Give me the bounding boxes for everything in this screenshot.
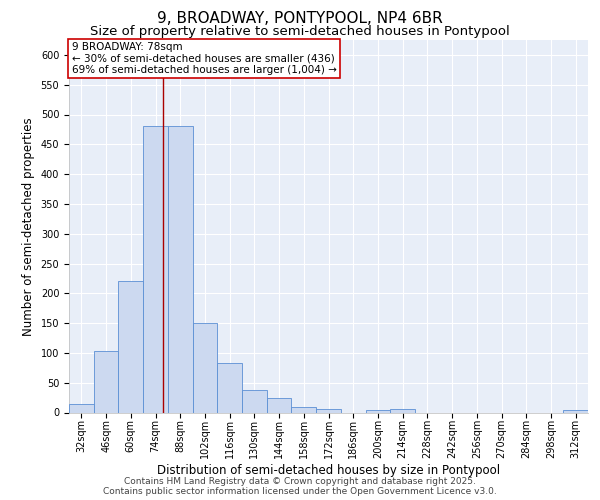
Bar: [118, 282, 143, 412]
Bar: [69, 404, 94, 412]
Bar: [267, 398, 292, 412]
Y-axis label: Number of semi-detached properties: Number of semi-detached properties: [22, 117, 35, 336]
Bar: [390, 409, 415, 412]
Bar: [365, 410, 390, 412]
Text: 9 BROADWAY: 78sqm
← 30% of semi-detached houses are smaller (436)
69% of semi-de: 9 BROADWAY: 78sqm ← 30% of semi-detached…: [71, 42, 337, 75]
X-axis label: Distribution of semi-detached houses by size in Pontypool: Distribution of semi-detached houses by …: [157, 464, 500, 476]
Bar: [168, 126, 193, 412]
Bar: [94, 351, 118, 412]
Bar: [563, 410, 588, 412]
Bar: [242, 390, 267, 412]
Bar: [217, 363, 242, 412]
Text: 9, BROADWAY, PONTYPOOL, NP4 6BR: 9, BROADWAY, PONTYPOOL, NP4 6BR: [157, 11, 443, 26]
Bar: [292, 406, 316, 412]
Text: Size of property relative to semi-detached houses in Pontypool: Size of property relative to semi-detach…: [90, 25, 510, 38]
Bar: [316, 409, 341, 412]
Bar: [193, 323, 217, 412]
Text: Contains HM Land Registry data © Crown copyright and database right 2025.
Contai: Contains HM Land Registry data © Crown c…: [103, 476, 497, 496]
Bar: [143, 126, 168, 412]
